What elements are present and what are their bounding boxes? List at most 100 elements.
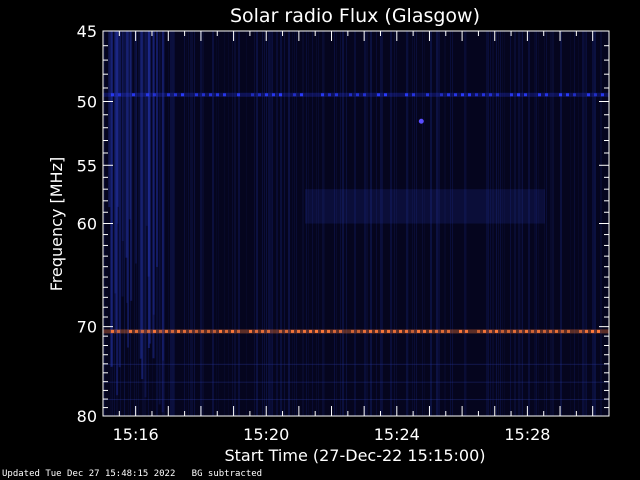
emission-band-mark [447, 329, 450, 333]
spectral-streak [216, 31, 217, 416]
emission-band-mark [393, 329, 396, 333]
emission-band-mark [468, 93, 471, 97]
emission-band-mark [279, 93, 282, 97]
emission-band-mark [489, 329, 492, 333]
emission-band-mark [300, 93, 303, 97]
spectral-streak [128, 31, 129, 416]
spectral-streak [578, 31, 579, 416]
spectral-streak [264, 31, 265, 416]
emission-band-mark [405, 329, 408, 333]
emission-band-mark [237, 93, 240, 97]
spectral-streak [500, 31, 501, 416]
spectral-streak [550, 31, 552, 416]
emission-band-mark [167, 93, 170, 97]
spectral-streak [168, 31, 169, 416]
spectral-streak [436, 31, 438, 416]
spectral-streak [134, 31, 135, 416]
spectral-streak [538, 31, 539, 416]
spectral-streak [390, 31, 392, 416]
emission-band-mark [225, 329, 228, 333]
y-tick-label: 80 [77, 407, 97, 426]
spectral-streak [139, 31, 142, 359]
emission-band-mark [510, 93, 513, 97]
spectral-streak [268, 31, 270, 416]
x-tick-label: 15:24 [374, 425, 420, 444]
spectral-streak [156, 31, 158, 267]
spectral-streak [162, 31, 165, 361]
emission-band-mark [195, 93, 198, 97]
spectral-streak [408, 31, 409, 416]
spectral-streak [120, 31, 121, 416]
spectral-streak [114, 31, 115, 416]
spectral-streak [518, 31, 520, 416]
emission-band-mark [267, 329, 270, 333]
spectral-streak [224, 31, 225, 416]
diffuse-emission [305, 189, 545, 224]
spectral-streak [128, 31, 131, 220]
emission-band-mark [538, 93, 541, 97]
spectral-streak [444, 31, 446, 416]
spectral-streak [156, 31, 158, 416]
spectral-streak [145, 31, 148, 226]
spectral-streak [492, 31, 494, 416]
y-tick-label: 70 [77, 318, 97, 337]
emission-band-mark [483, 329, 486, 333]
spectral-streak [336, 31, 337, 416]
spectral-streak [114, 31, 117, 294]
spectral-streak [552, 31, 554, 416]
spectral-streak [464, 31, 466, 416]
spectral-streak [504, 31, 505, 416]
spectral-streak [584, 31, 586, 416]
spectral-streak [406, 31, 408, 416]
x-tick-label: 15:20 [243, 425, 289, 444]
x-tick-label: 15:28 [504, 425, 550, 444]
emission-band-mark [201, 329, 204, 333]
spectral-streak [228, 31, 229, 416]
spectral-streak [574, 31, 575, 416]
spectral-streak [149, 31, 152, 344]
spectral-streak [172, 31, 174, 416]
footer-status: Updated Tue Dec 27 15:48:15 2022 BG subt… [2, 469, 262, 479]
emission-band-mark [591, 329, 594, 333]
emission-band-mark [477, 329, 480, 333]
spectral-streak [316, 31, 317, 416]
spectral-streak [370, 31, 372, 416]
spectral-streak [147, 31, 150, 349]
spectral-streak [256, 31, 258, 416]
spectral-streak [111, 31, 114, 367]
spectral-streak [288, 31, 290, 416]
emission-band-mark [519, 329, 522, 333]
spectral-streak [560, 31, 562, 416]
spectral-streak [270, 31, 272, 416]
spectral-streak [334, 31, 335, 416]
emission-band-mark [219, 329, 222, 333]
emission-band-mark [181, 93, 184, 97]
spectral-streak [312, 31, 313, 416]
spectral-streak [496, 31, 497, 416]
chart-title: Solar radio Flux (Glasgow) [230, 5, 480, 27]
emission-band-mark [384, 93, 387, 97]
emission-band-mark [459, 329, 462, 333]
emission-spot [418, 118, 424, 124]
spectral-streak [164, 31, 165, 416]
spectral-streak [396, 31, 397, 416]
emission-band-mark [507, 329, 510, 333]
emission-band-mark [291, 329, 294, 333]
spectral-streak [280, 31, 282, 416]
spectral-streak [592, 31, 594, 416]
spectral-streak [322, 31, 324, 416]
spectral-streak [190, 31, 192, 416]
emission-band-mark [369, 329, 372, 333]
spectral-streak [116, 31, 119, 207]
emission-band-mark [440, 93, 443, 97]
spectral-streak [141, 31, 144, 380]
emission-band-mark [165, 329, 168, 333]
emission-band-mark [195, 329, 198, 333]
emission-band-mark [525, 329, 528, 333]
spectral-streak [125, 31, 128, 258]
spectral-streak [138, 31, 139, 416]
spectral-streak [486, 31, 488, 416]
spectral-streak [152, 31, 153, 416]
spectral-streak [152, 31, 155, 315]
spectral-streak [394, 31, 395, 416]
